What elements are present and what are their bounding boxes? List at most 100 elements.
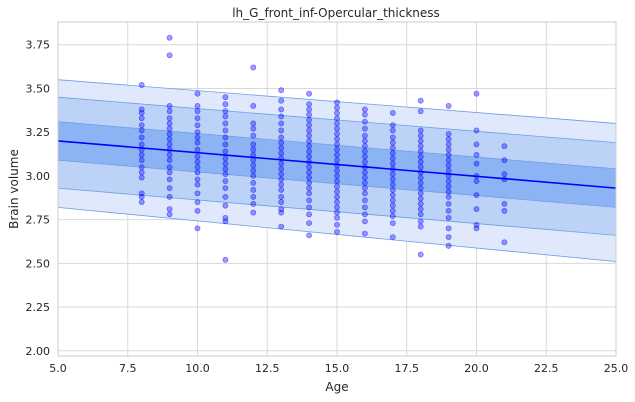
data-point [167, 212, 172, 217]
data-point [418, 224, 423, 229]
data-point [418, 201, 423, 206]
data-point [334, 121, 339, 126]
data-point [195, 135, 200, 140]
data-point [362, 205, 367, 210]
data-point [279, 121, 284, 126]
data-point [502, 158, 507, 163]
data-point [279, 177, 284, 182]
data-point [390, 145, 395, 150]
data-point [334, 100, 339, 105]
data-point [167, 207, 172, 212]
data-point [474, 152, 479, 157]
data-point [362, 133, 367, 138]
data-point [307, 107, 312, 112]
data-point [446, 179, 451, 184]
data-point [390, 182, 395, 187]
data-point [390, 193, 395, 198]
data-point [390, 203, 395, 208]
data-point [334, 189, 339, 194]
data-point [139, 152, 144, 157]
plot-area [58, 22, 616, 356]
x-tick-label: 10.0 [185, 362, 210, 375]
data-point [223, 95, 228, 100]
data-point [446, 184, 451, 189]
data-point [307, 154, 312, 159]
data-point [223, 149, 228, 154]
data-point [334, 110, 339, 115]
x-tick-label: 5.0 [49, 362, 67, 375]
data-point [474, 207, 479, 212]
data-point [167, 142, 172, 147]
data-point [251, 133, 256, 138]
data-point [223, 186, 228, 191]
data-point [223, 142, 228, 147]
data-point [195, 91, 200, 96]
data-point [279, 128, 284, 133]
data-point [195, 130, 200, 135]
data-point [418, 186, 423, 191]
data-point [390, 135, 395, 140]
y-tick-label: 3.50 [26, 82, 51, 95]
data-point [418, 191, 423, 196]
data-point [334, 142, 339, 147]
data-point [446, 208, 451, 213]
x-tick-label: 17.5 [395, 362, 420, 375]
data-point [362, 149, 367, 154]
data-point [418, 212, 423, 217]
data-point [167, 103, 172, 108]
data-point [279, 140, 284, 145]
data-point [334, 205, 339, 210]
data-point [334, 126, 339, 131]
data-point [390, 187, 395, 192]
data-point [362, 212, 367, 217]
chart-title: lh_G_front_inf-Opercular_thickness [232, 6, 440, 20]
data-point [334, 168, 339, 173]
data-point [446, 152, 451, 157]
data-point [390, 123, 395, 128]
data-point [362, 112, 367, 117]
data-point [139, 128, 144, 133]
data-point [390, 214, 395, 219]
data-point [418, 219, 423, 224]
data-point [139, 200, 144, 205]
data-point [223, 172, 228, 177]
data-point [502, 172, 507, 177]
data-point [362, 198, 367, 203]
data-point [279, 161, 284, 166]
data-point [390, 234, 395, 239]
data-point [390, 128, 395, 133]
y-axis-label: Brain volume [7, 149, 21, 229]
data-point [251, 210, 256, 215]
data-point [279, 145, 284, 150]
data-point [418, 138, 423, 143]
data-point [334, 222, 339, 227]
data-point [195, 208, 200, 213]
data-point [139, 165, 144, 170]
data-point [195, 154, 200, 159]
data-point [446, 147, 451, 152]
data-point [362, 175, 367, 180]
data-point [279, 166, 284, 171]
data-point [279, 88, 284, 93]
data-point [223, 102, 228, 107]
data-point [390, 156, 395, 161]
data-point [446, 131, 451, 136]
x-tick-label: 15.0 [325, 362, 350, 375]
data-point [279, 224, 284, 229]
data-point [418, 180, 423, 185]
y-tick-label: 3.25 [26, 126, 51, 139]
data-point [446, 201, 451, 206]
y-tick-label: 2.00 [26, 345, 51, 358]
data-point [446, 215, 451, 220]
data-point [251, 173, 256, 178]
data-point [334, 179, 339, 184]
data-point [334, 215, 339, 220]
data-point [307, 170, 312, 175]
data-point [279, 107, 284, 112]
data-point [279, 172, 284, 177]
data-point [279, 210, 284, 215]
data-point [223, 114, 228, 119]
data-point [334, 152, 339, 157]
data-point [251, 121, 256, 126]
data-point [223, 257, 228, 262]
